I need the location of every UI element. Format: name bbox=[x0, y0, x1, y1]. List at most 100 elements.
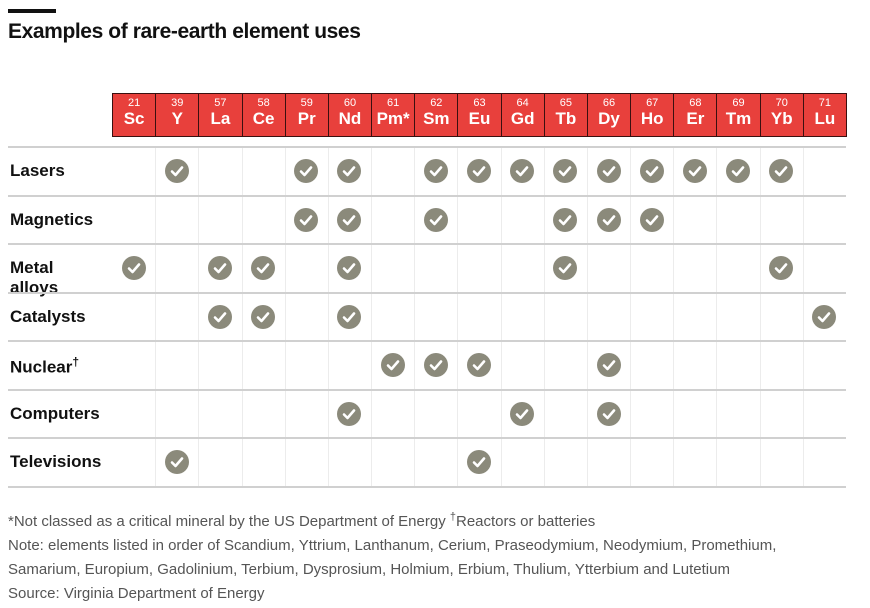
check-icon bbox=[553, 207, 578, 232]
element-header-sc: 21 Sc bbox=[112, 93, 157, 137]
check-icon bbox=[337, 256, 362, 281]
column-divider bbox=[155, 147, 157, 487]
atomic-number: 68 bbox=[689, 97, 702, 109]
check-icon bbox=[164, 450, 189, 475]
column-divider bbox=[327, 147, 329, 487]
source: Source: Virginia Department of Energy bbox=[8, 585, 265, 602]
atomic-number: 67 bbox=[646, 97, 659, 109]
row-divider bbox=[8, 485, 846, 488]
element-symbol: La bbox=[210, 109, 231, 128]
footnote-star: *Not classed as a critical mineral by th… bbox=[8, 513, 450, 530]
atomic-number: 57 bbox=[214, 97, 227, 109]
check-icon bbox=[337, 304, 362, 329]
check-icon bbox=[121, 256, 146, 281]
atomic-number: 59 bbox=[300, 97, 313, 109]
element-symbol: Y bbox=[171, 109, 183, 128]
check-icon bbox=[812, 304, 837, 329]
check-icon bbox=[423, 159, 448, 184]
atomic-number: 71 bbox=[818, 97, 832, 109]
element-symbol: Er bbox=[686, 109, 705, 128]
check-icon bbox=[467, 159, 491, 184]
element-symbol: Ce bbox=[252, 109, 275, 128]
check-icon bbox=[553, 159, 578, 184]
element-symbol: Ho bbox=[640, 109, 664, 128]
check-icon bbox=[207, 304, 232, 329]
column-divider bbox=[543, 147, 545, 487]
check-icon bbox=[596, 207, 621, 232]
element-symbol: Yb bbox=[770, 109, 793, 128]
check-icon bbox=[337, 159, 362, 184]
title-accent-bar bbox=[8, 9, 56, 13]
check-icon bbox=[553, 256, 578, 281]
atomic-number: 62 bbox=[430, 97, 443, 109]
check-icon bbox=[294, 207, 319, 232]
element-symbol: Tb bbox=[555, 109, 577, 128]
check-icon bbox=[337, 207, 362, 232]
row-divider bbox=[8, 388, 846, 391]
check-icon bbox=[726, 159, 751, 184]
check-icon bbox=[207, 256, 232, 281]
check-icon bbox=[639, 207, 664, 232]
element-symbol: Nd bbox=[338, 109, 362, 128]
column-divider bbox=[198, 147, 200, 487]
check-icon bbox=[596, 401, 621, 426]
check-icon bbox=[769, 159, 794, 184]
row-label-nuclear: Nuclear† bbox=[10, 355, 80, 377]
row-label-televisions: Televisions bbox=[10, 452, 102, 471]
note-line-2: Samarium, Europium, Gadolinium, Terbium,… bbox=[8, 561, 730, 578]
element-header-ho: 67 Ho bbox=[630, 93, 675, 137]
footnotes: *Not classed as a critical mineral by th… bbox=[8, 505, 776, 606]
check-icon bbox=[467, 450, 491, 475]
atomic-number: 63 bbox=[473, 97, 486, 109]
row-label-computers: Computers bbox=[10, 403, 100, 423]
element-header-lu: 71 Lu bbox=[802, 93, 847, 137]
column-divider bbox=[630, 147, 632, 487]
element-header-tm: 69 Tm bbox=[716, 93, 761, 137]
row-divider bbox=[8, 291, 846, 294]
check-icon bbox=[639, 159, 664, 184]
check-icon bbox=[337, 401, 362, 426]
row-label-lasers: Lasers bbox=[10, 161, 65, 180]
check-icon bbox=[294, 159, 319, 184]
column-divider bbox=[716, 147, 718, 487]
atomic-number: 61 bbox=[387, 97, 400, 109]
element-symbol: Pr bbox=[297, 109, 316, 128]
check-icon bbox=[596, 353, 621, 378]
check-icon bbox=[510, 159, 535, 184]
element-symbol: Gd bbox=[510, 109, 535, 128]
check-icon bbox=[423, 207, 448, 232]
element-header-la: 57 La bbox=[198, 93, 243, 137]
element-symbol: Tm bbox=[725, 109, 752, 128]
atomic-number: 21 bbox=[127, 97, 141, 109]
check-icon bbox=[380, 353, 405, 378]
element-header-ce: 58 Ce bbox=[241, 93, 286, 137]
element-header-yb: 70 Yb bbox=[759, 93, 804, 137]
element-header-er: 68 Er bbox=[673, 93, 718, 137]
element-symbol: Eu bbox=[468, 109, 491, 128]
column-divider bbox=[500, 147, 502, 487]
check-icon bbox=[423, 353, 448, 378]
atomic-number: 60 bbox=[343, 97, 357, 109]
element-header-gd: 64 Gd bbox=[500, 93, 545, 137]
element-header-pm: 61 Pm* bbox=[371, 93, 416, 137]
check-icon bbox=[467, 353, 491, 378]
column-divider bbox=[802, 147, 804, 487]
row-divider bbox=[8, 194, 846, 197]
atomic-number: 58 bbox=[257, 97, 270, 109]
element-header-dy: 66 Dy bbox=[586, 93, 632, 137]
check-icon bbox=[251, 304, 276, 329]
element-header-pr: 59 Pr bbox=[284, 93, 329, 137]
element-header-eu: 63 Eu bbox=[457, 93, 502, 137]
check-icon bbox=[510, 401, 535, 426]
element-header-sm: 62 Sm bbox=[414, 93, 459, 137]
atomic-number: 64 bbox=[516, 97, 529, 109]
row-divider bbox=[8, 340, 846, 342]
column-divider bbox=[673, 147, 675, 487]
atomic-number: 65 bbox=[559, 97, 572, 109]
atomic-number: 69 bbox=[732, 97, 745, 109]
row-label-magnetics: Magnetics bbox=[10, 209, 94, 229]
footnote-dagger-mark: † bbox=[449, 511, 456, 523]
element-symbol: Sc bbox=[123, 109, 145, 128]
element-header-tb: 65 Tb bbox=[543, 93, 588, 137]
atomic-number: 39 bbox=[171, 97, 184, 109]
